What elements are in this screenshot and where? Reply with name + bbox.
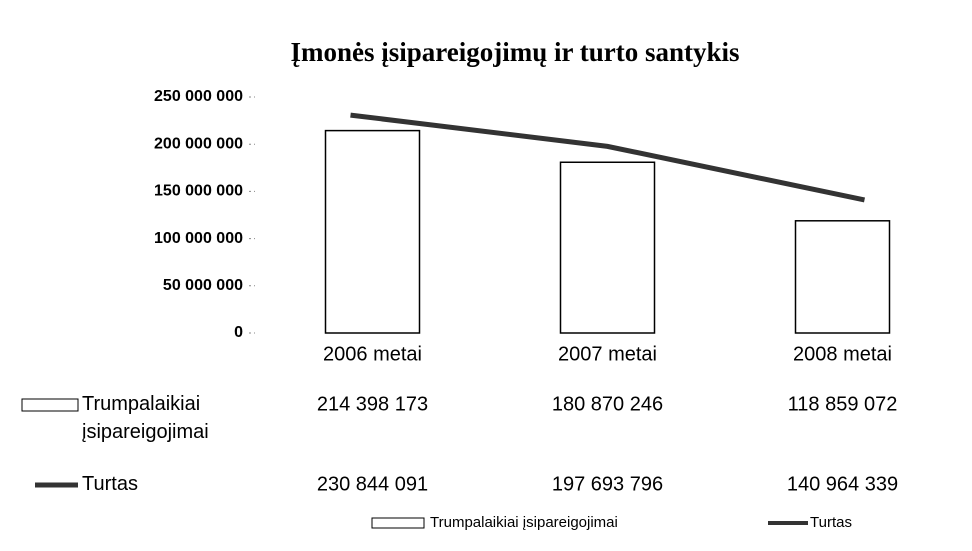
x-tick-label: 2008 metai (793, 343, 892, 365)
line (350, 112, 866, 203)
table-row-label: Trumpalaikiai įsipareigojimai (82, 393, 209, 443)
table-row-label: Turtas (82, 473, 138, 495)
table-value: 180 870 246 (552, 393, 663, 415)
row-label: Turtas (82, 473, 138, 495)
legend-key (371, 517, 425, 529)
y-tick-label: 250 000 000 (154, 88, 243, 105)
table-value: 230 844 091 (317, 473, 428, 495)
y-tick-label: 150 000 000 (154, 183, 243, 200)
bar (324, 129, 421, 334)
table-value: 140 964 339 (787, 473, 898, 495)
chart-title: Įmonės įsipareigojimų ir turto santykis (290, 37, 739, 67)
bar (794, 220, 891, 334)
legend-label: Turtas (810, 514, 852, 531)
table-value: 214 398 173 (317, 393, 428, 415)
table-value: 197 693 796 (552, 473, 663, 495)
table-legend-key (21, 398, 79, 412)
table-value: 118 859 072 (788, 393, 898, 415)
row-label: Trumpalaikiai įsipareigojimai (82, 393, 209, 443)
y-tick-label: 200 000 000 (154, 135, 243, 152)
bar (559, 161, 656, 334)
x-tick-label: 2006 metai (323, 343, 422, 365)
y-tick-label: 100 000 000 (154, 230, 243, 247)
y-tick-label: 50 000 000 (163, 277, 243, 294)
y-tick-label: 0 (234, 324, 243, 341)
legend-label: Trumpalaikiai įsipareigojimai (430, 514, 618, 531)
x-tick-label: 2007 metai (558, 343, 657, 365)
